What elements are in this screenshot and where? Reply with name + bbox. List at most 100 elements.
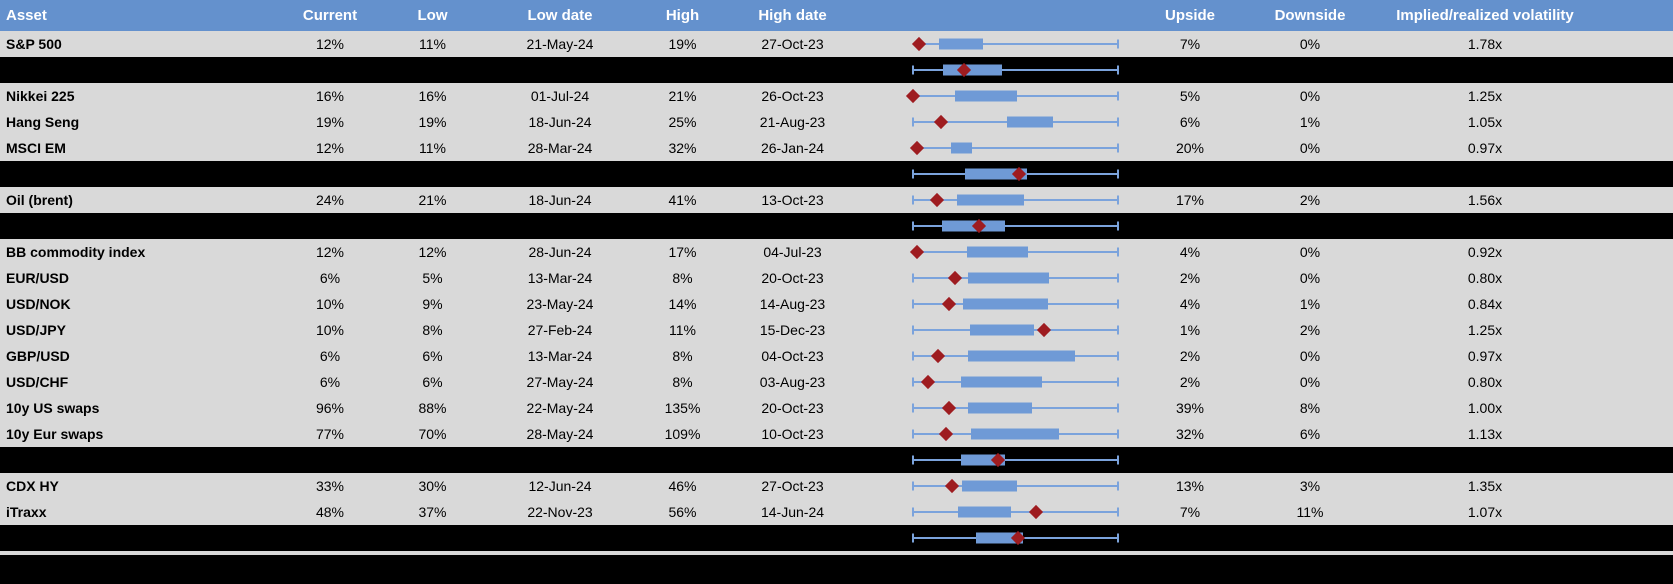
range-plot-cell: [850, 291, 1130, 317]
table-row: 10y US swaps 96% 88% 22-May-24 135% 20-O…: [0, 395, 1673, 421]
table-row: USD/CHF 6% 6% 27-May-24 8% 03-Aug-23 2% …: [0, 369, 1673, 395]
high-date-value: 26-Oct-23: [761, 88, 824, 104]
range-plot-cell: [850, 473, 1130, 499]
separator-row: [0, 447, 1673, 473]
asset-label: USD/NOK: [6, 296, 71, 312]
whisker-cap-right: [1117, 65, 1119, 75]
whisker-cap-right: [1117, 481, 1119, 491]
table-row: 10y Eur swaps 77% 70% 28-May-24 109% 10-…: [0, 421, 1673, 447]
implied-realized-value: 0.80x: [1467, 270, 1503, 286]
table-header-row: Asset Current Low Low date High High dat…: [0, 0, 1673, 31]
low-date-value: 22-Nov-23: [527, 504, 593, 520]
upside-value: 4%: [1179, 244, 1201, 260]
low-value: 8%: [422, 322, 443, 338]
header-current: Current: [302, 7, 358, 24]
low-value: 16%: [418, 88, 447, 104]
header-high-date: High date: [758, 7, 827, 24]
current-marker-diamond-icon: [912, 36, 927, 52]
upside-value: 5%: [1179, 88, 1201, 104]
whisker-cap-left: [912, 221, 914, 231]
low-value: 9%: [422, 296, 443, 312]
high-value: 46%: [668, 478, 697, 494]
current-marker-diamond-icon: [1036, 322, 1052, 338]
asset-label: 10y US swaps: [6, 400, 100, 416]
low-date-value: 22-May-24: [526, 400, 594, 416]
asset-label: EUR/USD: [6, 270, 70, 286]
range-plot: [912, 291, 1119, 317]
current-value: 24%: [315, 192, 345, 208]
upside-value: 13%: [1175, 478, 1205, 494]
asset-label: MSCI EM: [6, 140, 66, 156]
high-value: 25%: [668, 114, 697, 130]
downside-value: 0%: [1299, 374, 1321, 390]
upside-value: 6%: [1179, 114, 1201, 130]
range-plot: [912, 31, 1119, 57]
whisker-line: [919, 43, 1118, 45]
asset-label: Oil (brent): [6, 192, 73, 208]
whisker-cap-left: [912, 455, 914, 465]
current-value: 16%: [315, 88, 345, 104]
low-date-value: 13-Mar-24: [527, 270, 593, 286]
whisker-cap-right: [1117, 143, 1119, 153]
whisker-cap-left: [912, 299, 914, 309]
range-plot: [912, 343, 1119, 369]
current-marker-diamond-icon: [909, 140, 924, 156]
current-value: 77%: [315, 426, 345, 442]
high-value: 8%: [672, 348, 693, 364]
current-value: 19%: [315, 114, 345, 130]
low-date-value: 23-May-24: [526, 296, 594, 312]
separator-row: [0, 57, 1673, 83]
upside-value: 17%: [1175, 192, 1205, 208]
downside-value: 0%: [1299, 36, 1321, 52]
high-date-value: 04-Jul-23: [763, 244, 822, 260]
current-marker-diamond-icon: [942, 400, 957, 416]
separator-row: [0, 161, 1673, 187]
range-plot: [912, 369, 1119, 395]
range-plot-cell: [850, 109, 1130, 135]
asset-label: S&P 500: [6, 36, 62, 52]
upside-value: 7%: [1179, 504, 1201, 520]
range-plot-cell: [850, 343, 1130, 369]
range-box: [966, 246, 1029, 258]
whisker-cap-right: [1117, 273, 1119, 283]
header-low-date: Low date: [527, 7, 593, 24]
range-plot-cell: [850, 31, 1130, 57]
asset-label: Nikkei 225: [6, 88, 75, 104]
range-plot: [912, 57, 1119, 83]
high-value: 56%: [668, 504, 697, 520]
whisker-cap-right: [1117, 39, 1119, 49]
high-date-value: 14-Jun-24: [760, 504, 825, 520]
range-plot-cell: [850, 499, 1130, 525]
current-value: 48%: [315, 504, 345, 520]
low-value: 88%: [418, 400, 447, 416]
current-value: 33%: [315, 478, 345, 494]
implied-realized-value: 0.84x: [1467, 296, 1503, 312]
high-date-value: 20-Oct-23: [761, 270, 824, 286]
current-value: 10%: [315, 296, 345, 312]
range-plot: [909, 135, 1119, 161]
downside-value: 2%: [1299, 322, 1321, 338]
high-value: 17%: [668, 244, 697, 260]
upside-value: 20%: [1175, 140, 1205, 156]
range-plot: [912, 525, 1119, 551]
implied-realized-value: 1.00x: [1467, 400, 1503, 416]
range-box: [950, 142, 973, 154]
whisker-cap-right: [1117, 299, 1119, 309]
downside-value: 8%: [1299, 400, 1321, 416]
range-plot-cell: [850, 317, 1130, 343]
implied-realized-value: 1.07x: [1467, 504, 1503, 520]
low-date-value: 27-Feb-24: [527, 322, 593, 338]
range-plot-cell: [850, 265, 1130, 291]
range-plot: [912, 213, 1119, 239]
current-marker-diamond-icon: [1028, 504, 1044, 520]
upside-value: 2%: [1179, 374, 1201, 390]
whisker-cap-left: [912, 377, 914, 387]
range-box: [968, 402, 1033, 414]
current-value: 10%: [315, 322, 345, 338]
whisker-cap-left: [912, 169, 914, 179]
upside-value: 7%: [1179, 36, 1201, 52]
current-marker-diamond-icon: [905, 88, 921, 104]
whisker-cap-right: [1117, 195, 1119, 205]
current-marker-diamond-icon: [909, 244, 924, 260]
low-date-value: 01-Jul-24: [530, 88, 590, 104]
